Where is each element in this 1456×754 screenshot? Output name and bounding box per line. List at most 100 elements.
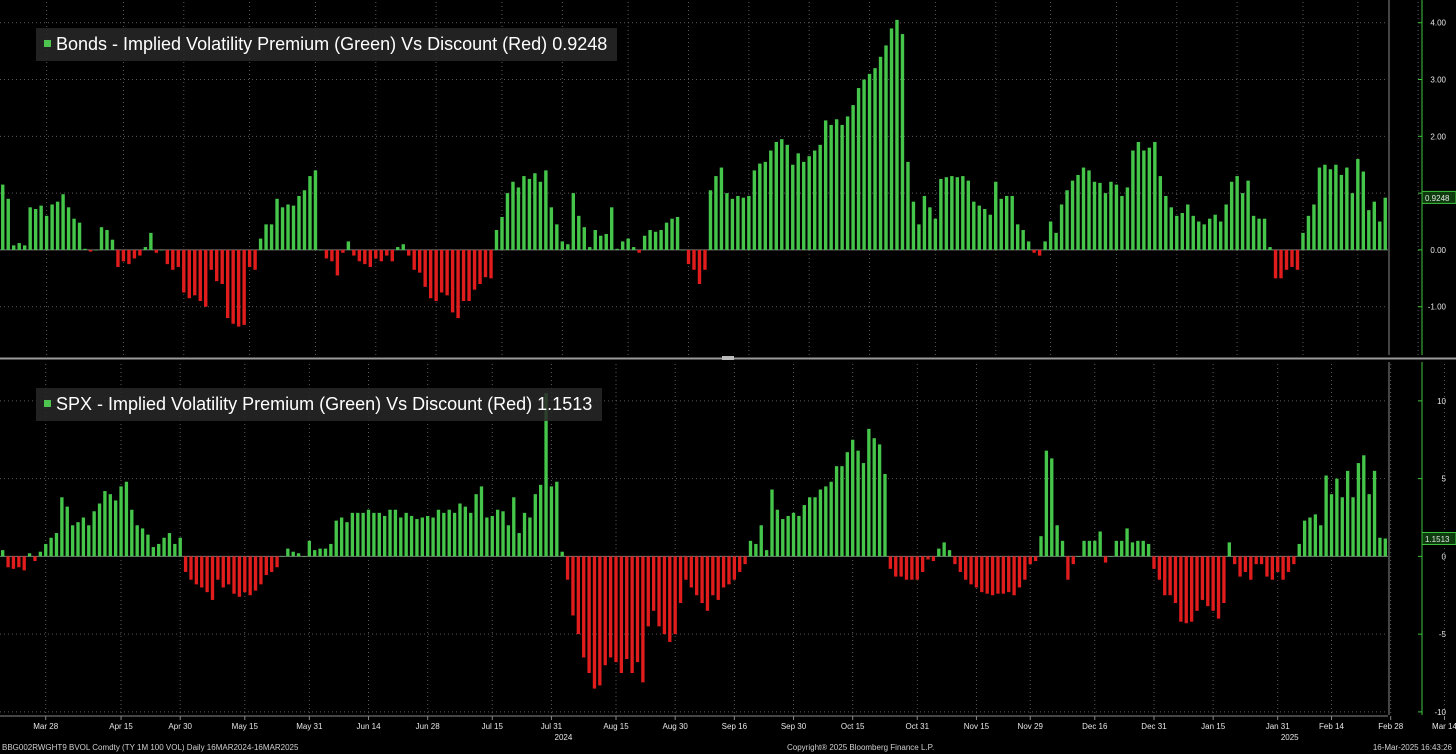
spx-bar: [1082, 540, 1086, 557]
bonds-bar: [33, 209, 38, 250]
bonds-bar: [105, 230, 109, 250]
bonds-bar: [527, 178, 532, 250]
spx-bar: [1130, 542, 1135, 557]
spx-bar: [81, 517, 86, 557]
spx-bar: [124, 481, 129, 557]
legend-swatch-icon: [44, 399, 51, 407]
spx-bar: [877, 444, 882, 557]
bonds-bar: [22, 245, 27, 250]
bonds-bar: [1312, 204, 1316, 250]
bonds-bar: [396, 247, 400, 250]
x-tick-label: Jun 28: [416, 722, 441, 731]
x-tick-label: Apr 30: [168, 722, 192, 731]
bonds-bar: [555, 224, 559, 250]
spx-bar: [501, 511, 505, 557]
bonds-bar: [1197, 221, 1201, 250]
bonds-bar: [1284, 249, 1289, 270]
spx-bar: [404, 512, 408, 557]
spx-bar: [1308, 517, 1312, 557]
spx-bar: [205, 556, 209, 593]
bonds-bar: [1306, 215, 1311, 250]
spx-bar: [361, 512, 365, 557]
spx-bar: [469, 512, 473, 557]
spx-bar: [458, 503, 462, 557]
bonds-bar: [357, 249, 362, 262]
bonds-bar: [390, 249, 394, 262]
bonds-bar: [774, 142, 778, 250]
bonds-bar: [483, 249, 488, 278]
spx-bar: [958, 556, 962, 572]
spx-bar: [463, 506, 468, 557]
bonds-bar: [840, 124, 844, 250]
bonds-bar: [604, 234, 608, 250]
spx-bar: [587, 556, 591, 674]
bonds-bar: [187, 249, 191, 299]
bonds-bar: [906, 161, 910, 250]
bonds-bar: [741, 197, 746, 250]
bonds-bar: [461, 249, 466, 302]
x-tick-label: Mar 14: [1432, 722, 1456, 731]
spx-bar: [1093, 540, 1097, 557]
spx-bar: [119, 486, 123, 557]
spx-bar: [802, 505, 806, 557]
spx-bar: [904, 556, 909, 580]
bonds-bar: [1136, 142, 1141, 250]
bonds-bar: [1334, 164, 1338, 250]
spx-bar: [452, 512, 457, 557]
spx-bar: [915, 556, 919, 580]
bonds-bar: [467, 249, 471, 302]
spx-bar: [813, 497, 817, 557]
bonds-bar: [1164, 195, 1168, 250]
spx-bar: [431, 517, 435, 557]
spx-bar: [194, 556, 199, 585]
bonds-bar: [401, 244, 405, 250]
spx-bar: [1372, 470, 1377, 557]
bonds-bar: [884, 45, 888, 250]
spx-bar: [356, 512, 360, 557]
bonds-bar: [577, 215, 581, 250]
spx-bar: [818, 489, 823, 557]
bonds-bar: [1065, 190, 1069, 250]
bonds-bar: [478, 249, 482, 284]
x-year-label: 2024: [555, 733, 573, 742]
bonds-bar: [44, 215, 49, 250]
spx-bar: [673, 556, 677, 635]
bonds-bar: [505, 193, 510, 250]
bonds-bar: [1169, 207, 1173, 250]
spx-bar: [108, 494, 112, 557]
bonds-bar: [818, 144, 822, 250]
spx-bar: [248, 556, 252, 596]
bonds-bar: [950, 176, 954, 250]
spx-bar: [711, 556, 715, 596]
x-tick-label: May 15: [232, 722, 259, 731]
spx-bar: [635, 556, 640, 663]
spx-bar: [221, 556, 225, 588]
spx-bar: [775, 509, 780, 557]
bonds-bar: [456, 249, 460, 319]
spx-bar: [17, 556, 21, 568]
spx-bar: [6, 556, 10, 568]
x-tick-label: Aug 15: [603, 722, 629, 731]
bonds-bar: [1131, 150, 1135, 250]
spx-bar: [253, 556, 258, 591]
spx-bar: [657, 556, 661, 627]
spx-bar: [313, 550, 317, 557]
spx-last-value-marker: [1421, 531, 1456, 545]
bonds-bar: [692, 249, 696, 270]
bonds-bar: [747, 195, 751, 250]
bonds-bar: [664, 222, 669, 250]
bonds-bar: [1218, 221, 1223, 250]
spx-bar: [549, 486, 554, 557]
spx-bar: [495, 509, 500, 557]
spx-bar: [65, 506, 69, 557]
spx-bar: [743, 556, 747, 565]
bonds-bar: [1054, 232, 1058, 250]
bonds-bar: [313, 170, 318, 250]
bonds-bar: [1251, 215, 1256, 250]
bonds-bar: [1125, 187, 1130, 250]
bonds-bar: [138, 249, 142, 256]
bonds-bar: [845, 116, 850, 250]
spx-bar: [409, 515, 414, 557]
bonds-bar: [346, 241, 351, 250]
